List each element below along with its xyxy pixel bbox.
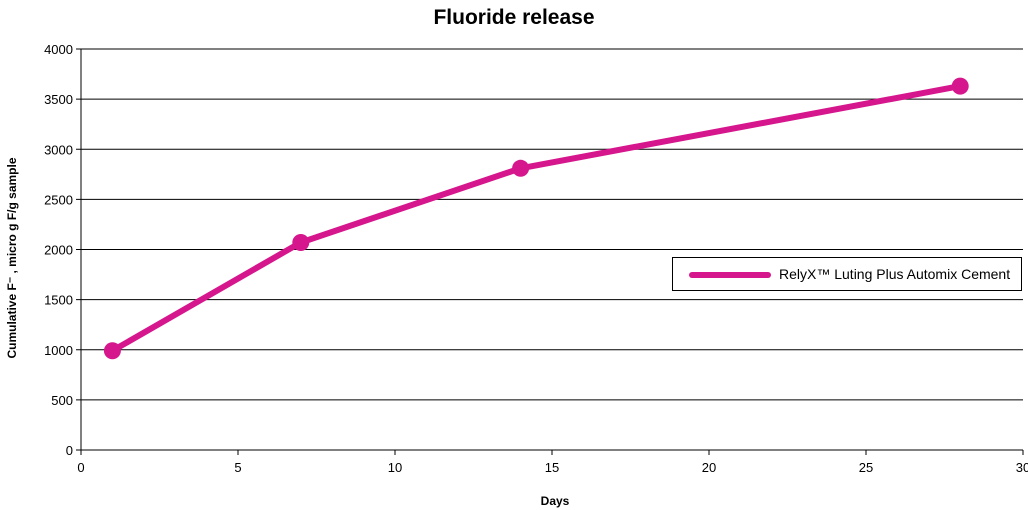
x-tick-label: 30: [1016, 460, 1028, 475]
x-tick-label: 25: [859, 460, 873, 475]
x-tick-labels: 0 5 10 15 20 25 30: [77, 460, 1028, 475]
y-tick-label: 3500: [44, 92, 73, 107]
grid-lines: [76, 48, 1023, 451]
axes: [80, 49, 1024, 455]
series-layer: [103, 77, 969, 360]
legend-label: RelyX™ Luting Plus Automix Cement: [779, 266, 1011, 282]
data-point: [103, 342, 121, 360]
y-tick-label: 2500: [44, 192, 73, 207]
x-tick-label: 10: [388, 460, 402, 475]
data-point: [512, 159, 530, 177]
y-tick-labels: 0 500 1000 1500 2000 2500 3000 3500 4000: [44, 42, 73, 458]
y-tick-label: 2000: [44, 243, 73, 258]
y-tick-label: 1000: [44, 343, 73, 358]
legend: RelyX™ Luting Plus Automix Cement: [672, 257, 1022, 291]
x-tick-label: 20: [702, 460, 716, 475]
x-tick-label: 5: [234, 460, 241, 475]
legend-swatch: [689, 272, 771, 278]
chart-title: Fluoride release: [433, 6, 595, 29]
data-point: [951, 77, 969, 95]
y-tick-label: 1500: [44, 293, 73, 308]
y-tick-label: 4000: [44, 42, 73, 57]
x-axis-label: Days: [540, 494, 570, 508]
y-tick-label: 0: [66, 443, 73, 458]
y-tick-label: 3000: [44, 142, 73, 157]
y-tick-label: 500: [51, 393, 73, 408]
x-tick-label: 15: [545, 460, 559, 475]
series-line: [109, 83, 964, 354]
data-point: [292, 233, 310, 251]
x-tick-label: 0: [77, 460, 84, 475]
